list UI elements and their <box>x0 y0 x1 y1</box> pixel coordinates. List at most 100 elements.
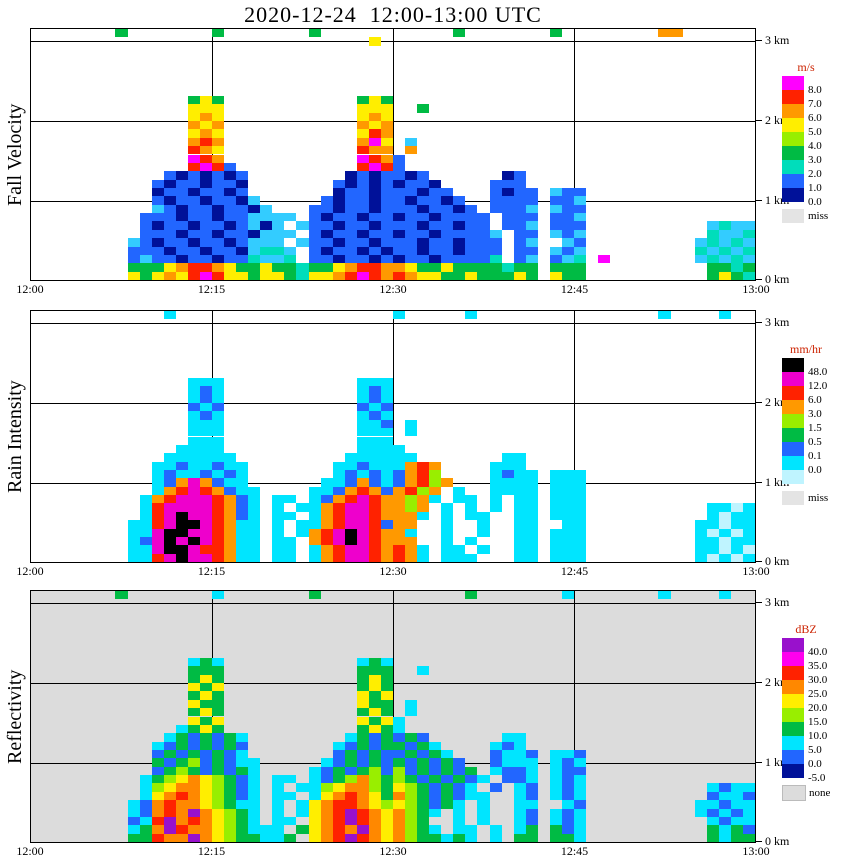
heatmap-cell <box>151 263 164 272</box>
heatmap-cell <box>224 808 237 817</box>
heatmap-cell <box>320 254 333 264</box>
x-tick-label: 12:15 <box>197 282 226 296</box>
heatmap-cell <box>453 783 466 792</box>
heatmap-cell <box>429 783 442 792</box>
heatmap-cell <box>187 511 200 521</box>
heatmap-cell <box>139 511 152 521</box>
heatmap-cell <box>405 419 418 429</box>
colorbar-tick-label: 5.0 <box>808 126 822 138</box>
heatmap-cell <box>356 545 369 554</box>
heatmap-cell <box>368 428 381 437</box>
heatmap-cell <box>248 238 261 247</box>
heatmap-cell <box>730 520 743 529</box>
heatmap-cell <box>368 511 381 521</box>
heatmap-cell <box>356 503 369 512</box>
heatmap-cell <box>380 196 393 205</box>
heatmap-cell <box>139 528 152 537</box>
y-tick-label: 0 km <box>765 272 790 286</box>
heatmap-cell <box>187 486 200 496</box>
heatmap-cell <box>525 238 538 247</box>
colorbar-scale: 40.0 35.0 30.0 25.0 20.0 15.0 10.0 5.0 0.0 -5.0 <box>782 638 827 784</box>
heatmap-cell <box>393 196 406 205</box>
heatmap-cell <box>549 808 562 817</box>
heatmap-cell <box>513 816 526 826</box>
heatmap-cell <box>405 137 418 147</box>
heatmap-cell <box>718 536 731 546</box>
heatmap-cell <box>417 766 430 776</box>
heatmap-cell <box>175 511 188 521</box>
heatmap-cell <box>742 783 755 792</box>
heatmap-cell <box>489 503 502 512</box>
heatmap-cell <box>187 691 200 700</box>
heatmap-cell <box>429 825 442 834</box>
heatmap-cell <box>175 271 188 280</box>
heatmap-cell <box>127 553 140 562</box>
heatmap-cell <box>574 246 587 255</box>
heatmap-cell <box>405 699 418 709</box>
heatmap-cell <box>236 741 249 750</box>
heatmap-cell <box>187 271 200 280</box>
colorbar-tick-label: 1.5 <box>808 422 822 434</box>
colorbar-units-label: m/s <box>797 60 815 74</box>
heatmap-cell <box>344 204 357 214</box>
heatmap-cell <box>224 553 237 562</box>
heatmap-cell <box>272 503 285 512</box>
heatmap-cell <box>453 800 466 809</box>
y-axis-title-rain-intensity: Rain Intensity <box>4 380 26 493</box>
heatmap-cell <box>706 511 719 521</box>
heatmap-cell <box>380 833 393 842</box>
heatmap-cell <box>477 263 490 272</box>
heatmap-cell <box>187 238 200 247</box>
heatmap-cell <box>706 254 719 264</box>
heatmap-cell <box>465 263 478 272</box>
heatmap-cell <box>151 229 164 239</box>
heatmap-cell <box>236 520 249 529</box>
heatmap-cell <box>260 213 273 222</box>
heatmap-cell <box>236 733 249 742</box>
heatmap-cell <box>513 545 526 554</box>
heatmap-cell <box>393 461 406 470</box>
heatmap-cell <box>356 263 369 272</box>
heatmap-cell <box>272 816 285 826</box>
heatmap-cell <box>344 520 357 529</box>
heatmap-cell <box>489 461 502 470</box>
heatmap-cell <box>308 783 321 792</box>
heatmap-cell <box>549 825 562 834</box>
heatmap-cell <box>236 478 249 487</box>
y-tick-mark <box>756 40 762 41</box>
heatmap-cell <box>356 112 369 122</box>
heatmap-cell <box>163 171 176 180</box>
heatmap-cell <box>730 221 743 230</box>
heatmap-cell <box>163 749 176 759</box>
heatmap-cell <box>525 783 538 792</box>
heatmap-cell <box>489 238 502 247</box>
heatmap-cell <box>574 553 587 562</box>
heatmap-cell <box>380 674 393 684</box>
y-tick-mark <box>756 120 762 121</box>
heatmap-cell <box>453 238 466 247</box>
heatmap-cell <box>453 495 466 504</box>
heatmap-cell <box>525 758 538 767</box>
heatmap-cell <box>151 495 164 504</box>
heatmap-cell <box>199 428 212 437</box>
heatmap-cell <box>405 520 418 529</box>
heatmap-cell <box>368 213 381 222</box>
heatmap-cell <box>525 775 538 784</box>
colorbar-tick-label: 35.0 <box>808 660 828 672</box>
heatmap-cell <box>549 495 562 504</box>
heatmap-cell <box>175 229 188 239</box>
heatmap-cell <box>549 783 562 792</box>
heatmap-cell <box>393 833 406 842</box>
heatmap-cell <box>465 254 478 264</box>
heatmap-cell <box>525 808 538 817</box>
colorbar-tick-label: 12.0 <box>808 380 828 392</box>
heatmap-cell <box>151 511 164 521</box>
colorbar-segment: 40.0 <box>782 638 827 658</box>
heatmap-cell <box>356 271 369 280</box>
heatmap-cell <box>525 246 538 255</box>
heatmap-cell <box>405 495 418 504</box>
heatmap-cell <box>199 825 212 834</box>
heatmap-cell <box>742 221 755 230</box>
heatmap-cell <box>224 469 237 479</box>
heatmap-cell <box>549 271 562 280</box>
